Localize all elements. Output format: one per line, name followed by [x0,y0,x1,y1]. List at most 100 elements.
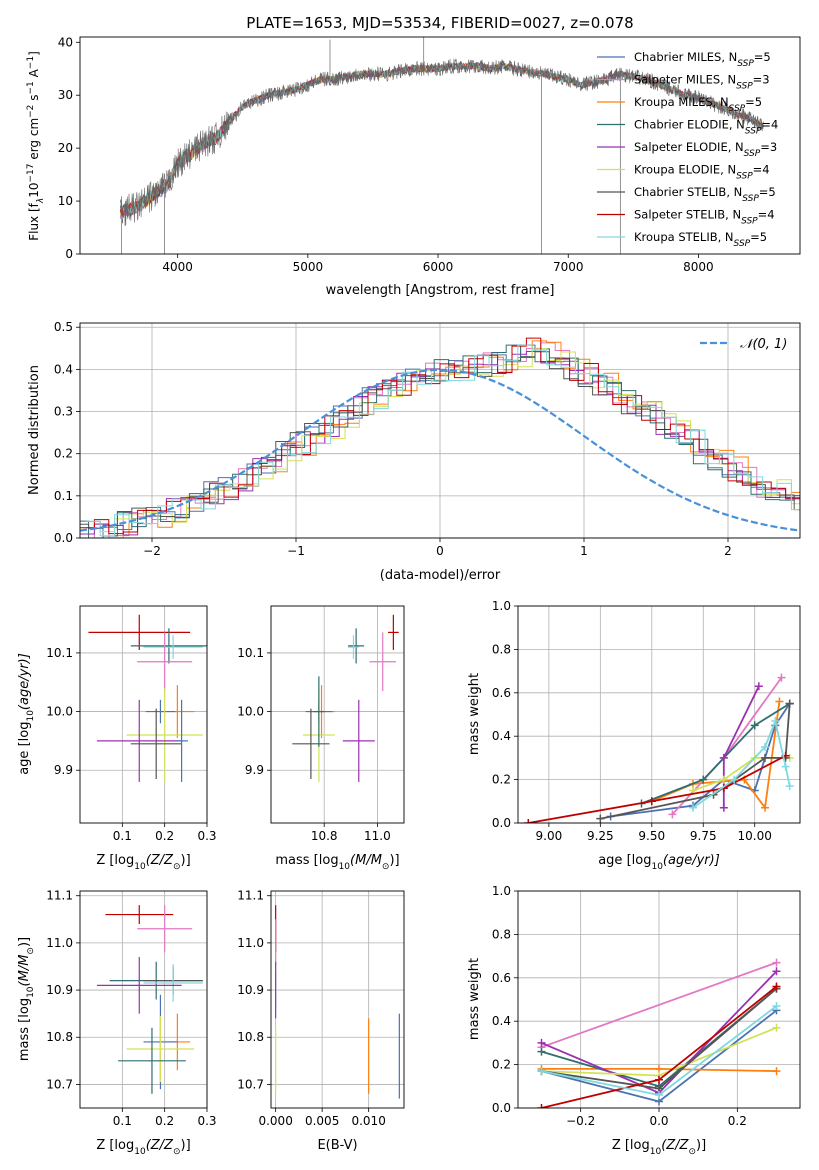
x-axis-label-part: Z [log [612,1138,650,1153]
y-tick-label: 0.6 [492,686,511,700]
x-tick-label: 9.50 [638,829,665,843]
series-marker [785,699,794,708]
series-marker [772,1023,781,1032]
x-axis-label-part: (age/yr)] [663,853,720,868]
plot-area [275,905,400,1099]
series-marker [761,743,770,752]
series-marker [761,803,770,812]
x-axis-label-part: 10 [134,1147,146,1157]
histogram-series-8 [85,344,800,537]
y-axis-label-part: −2 [26,105,36,118]
legend-entry-part: SSP [729,104,746,114]
x-tick-label: 10.00 [738,829,772,843]
y-tick-label: 9.9 [54,763,73,777]
y-tick-label: 10.8 [46,1030,73,1044]
legend-entry-part: SSP [734,239,751,249]
axes-frame [517,890,801,1109]
plot-area [524,673,794,823]
x-axis-label-part: 10 [651,862,663,872]
legend-entry-part: =3 [753,73,770,87]
y-axis-label: mass weight [467,673,482,755]
legend-entry-part: Kroupa MILES, N [634,95,729,109]
legend-entry-part: Salpeter ELODIE, N [634,140,744,154]
x-tick-label: −0.2 [566,1114,595,1128]
x-axis-label-part: (Z/Z [146,1138,174,1153]
x-tick-label: 2 [724,544,732,558]
axes-frame [79,322,801,539]
legend-entry-part: SSP [736,172,753,182]
x-tick-label: 0.010 [351,1114,385,1128]
legend-entry: Salpeter MILES, NSSP=3 [634,73,770,92]
series-marker [785,782,794,791]
panel-3: 10.8 11.0 9.9 10.0 10.1 [237,605,405,843]
y-tick-label: 0.2 [54,447,73,461]
y-tick-label: 11.0 [237,936,264,950]
y-tick-label: 10.8 [237,1030,264,1044]
legend-entry: Chabrier ELODIE, NSSP=4 [634,118,778,137]
x-tick-label: 10.8 [311,829,338,843]
panel-6: 0.000 0.005 0.010 10.7 10.8 10.9 11.0 11.1 [237,889,405,1128]
y-axis-label-part: (M/M [17,955,32,987]
series-marker [772,982,781,991]
axes-frame [270,605,405,824]
y-axis-label-part: erg cm [27,118,41,164]
x-tick-label: 0.3 [197,1114,216,1128]
x-tick-label: 7000 [553,260,584,274]
legend-entry: Salpeter STELIB, NSSP=4 [634,208,775,227]
x-tick-label: 5000 [293,260,324,274]
legend-entry-part: Kroupa STELIB, N [634,230,734,244]
legend-entry-part: =4 [753,163,770,177]
y-tick-label: 9.9 [245,763,264,777]
plot-area [120,37,764,254]
legend-entry-part: =5 [745,95,762,109]
histogram-series-6 [80,351,800,529]
y-axis-label-part: (age/yr)] [17,653,32,710]
series-line-7 [528,754,787,823]
x-tick-label: 0.2 [155,1114,174,1128]
y-tick-label: 10.0 [46,705,73,719]
x-tick-label: 0.2 [728,1114,747,1128]
series-marker [537,1067,546,1076]
x-axis-label-part: ⊙ [382,862,390,872]
legend-entry-part: Chabrier MILES, N [634,50,737,64]
y-axis-label-part: −1 [26,56,36,69]
x-tick-label: 0.1 [113,1114,132,1128]
x-tick-label: 9.00 [536,829,563,843]
axes-frame [79,36,801,255]
x-axis-label: E(B-V) [317,1138,357,1153]
legend-entry-part: =3 [760,140,777,154]
series-marker [730,775,739,784]
y-axis-label-part: mass weight [467,673,482,755]
y-axis-label-part: A [27,68,41,81]
legend-entry-part: Kroupa ELODIE, N [634,163,736,177]
y-tick-label: 10.0 [237,705,264,719]
y-tick-label: 10 [58,194,73,208]
series-line-1 [541,961,777,1049]
legend-entry: Chabrier MILES, NSSP=5 [634,50,771,69]
y-axis-label-part: 10 [26,986,36,998]
panel-2: 0.1 0.2 0.3 9.9 10.0 10.1 [46,605,217,843]
y-tick-label: 0.0 [492,816,511,830]
x-tick-label: 0 [436,544,444,558]
histogram-series-7 [80,337,800,535]
legend-entry: 𝒩(0, 1) [740,337,787,352]
series-marker [596,814,605,823]
x-axis-label-part: (M/M [350,853,382,868]
x-tick-label: 4000 [162,260,193,274]
series-marker [772,967,781,976]
x-tick-label: 0.000 [258,1114,292,1128]
y-tick-label: 1.0 [492,599,511,613]
x-axis-label: Z [log10(Z/Z⊙)] [96,853,190,872]
series-marker [537,1047,546,1056]
x-tick-label: −1 [287,544,305,558]
x-tick-label: 8000 [683,260,714,274]
axes-frame [79,890,208,1109]
x-axis-label: Z [log10(Z/Z⊙)] [96,1138,190,1157]
legend-entry-part: Chabrier STELIB, N [634,185,742,199]
x-axis-label-part: )] [181,853,191,868]
x-tick-label: 0.0 [649,1114,668,1128]
series-marker [719,775,728,784]
legend-entry-part: =5 [754,50,771,64]
y-tick-label: 0.5 [54,320,73,334]
plot-area [292,614,399,782]
